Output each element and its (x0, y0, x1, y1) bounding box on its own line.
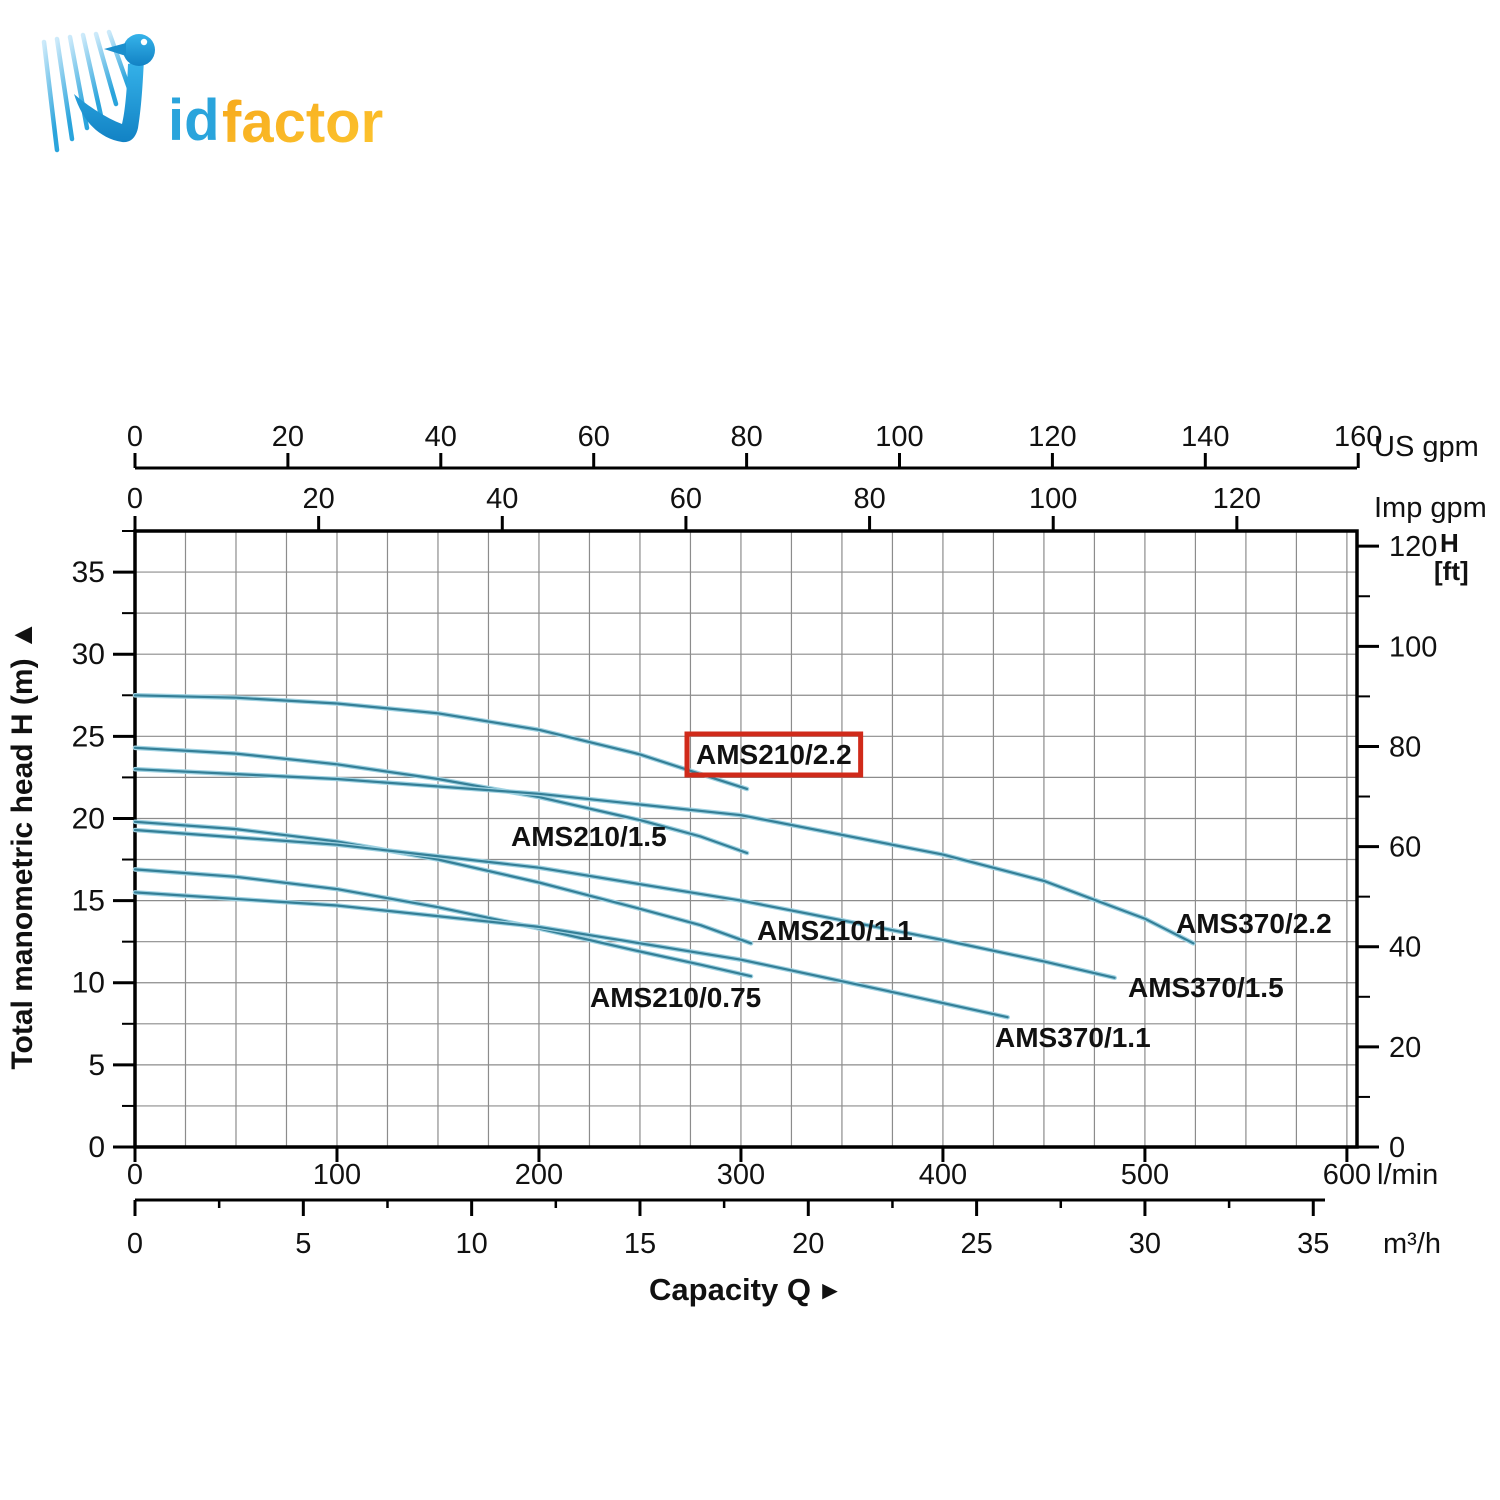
curve-label-group-AMS370/1.5: AMS370/1.5 (1128, 972, 1284, 1003)
head-ft-unit-label: H (1440, 528, 1459, 558)
us-gpm-tick-label: 80 (730, 421, 762, 453)
curve-AMS370/1.1 (133, 891, 1009, 1019)
curve-label-AMS210/1.1: AMS210/1.1 (757, 915, 913, 946)
head-m-tick-label: 30 (72, 638, 105, 671)
curve-label-group-AMS210/2.2: AMS210/2.2 (684, 731, 864, 778)
axis-lpm: 0 100 200 300 400 500 600 l/min (127, 1147, 1438, 1191)
lpm-tick-label: 400 (919, 1159, 967, 1191)
bird-eye (140, 38, 148, 46)
axis-imp-gpm: 0 20 40 60 80 100 120 Imp gpm (127, 483, 1487, 531)
curve-AMS370/2.2 (133, 768, 1195, 945)
head-m-tick-label: 15 (72, 885, 105, 918)
m3h-tick-label: 30 (1129, 1228, 1161, 1260)
us-gpm-tick-label: 160 (1334, 421, 1382, 453)
curve-label-group-AMS210/1.5: AMS210/1.5 (511, 821, 667, 852)
imp-gpm-tick-label: 60 (670, 483, 702, 515)
head-m-tick-label: 25 (72, 720, 105, 753)
curve-AMS210/2.2 (133, 694, 749, 791)
lpm-tick-label: 0 (127, 1159, 143, 1191)
imp-gpm-tick-label: 20 (303, 483, 335, 515)
lpm-unit-label: l/min (1377, 1159, 1438, 1191)
imp-gpm-tick-label: 120 (1213, 483, 1261, 515)
curve-AMS210/0.75 (133, 868, 753, 978)
m3h-tick-label: 15 (624, 1228, 656, 1260)
curve-label-group-AMS370/2.2: AMS370/2.2 (1176, 908, 1332, 939)
us-gpm-tick-label: 20 (272, 421, 304, 453)
m3h-tick-label: 5 (295, 1228, 311, 1260)
m3h-tick-label: 35 (1297, 1228, 1329, 1260)
x-axis-title: Capacity Q (649, 1272, 811, 1307)
head-m-tick-label: 0 (88, 1131, 105, 1164)
curve-label-AMS210/2.2: AMS210/2.2 (696, 739, 852, 770)
us-gpm-unit-label: US gpm (1374, 431, 1479, 463)
us-gpm-tick-label: 0 (127, 421, 143, 453)
lpm-tick-label: 300 (717, 1159, 765, 1191)
axis-head-m: 0 5 10 15 20 25 30 35 (72, 530, 135, 1164)
m3h-tick-label: 25 (960, 1228, 992, 1260)
imp-gpm-unit-label: Imp gpm (1374, 492, 1487, 524)
lpm-tick-label: 100 (313, 1159, 361, 1191)
lpm-tick-label: 500 (1121, 1159, 1169, 1191)
logo-text-id: id (168, 88, 220, 153)
head-ft-tick-label: 20 (1389, 1032, 1421, 1064)
head-m-tick-label: 20 (72, 802, 105, 835)
imp-gpm-tick-label: 80 (853, 483, 885, 515)
us-gpm-tick-label: 40 (425, 421, 457, 453)
m3h-tick-label: 20 (792, 1228, 824, 1260)
vidfactor-logo: id factor (41, 29, 383, 155)
imp-gpm-tick-label: 0 (127, 483, 143, 515)
curve-label-AMS370/1.5: AMS370/1.5 (1128, 972, 1284, 1003)
head-ft-unit-sublabel: [ft] (1434, 556, 1469, 586)
us-gpm-tick-label: 60 (578, 421, 610, 453)
axis-head-ft: 0 20 40 60 80 100 120 H[ft] (1357, 528, 1469, 1164)
head-ft-tick-label: 40 (1389, 932, 1421, 964)
lpm-tick-label: 600 (1323, 1159, 1371, 1191)
us-gpm-tick-label: 120 (1028, 421, 1076, 453)
axis-m3h: 0 5 10 15 20 25 30 35 m³/h (127, 1198, 1441, 1260)
curve-AMS210/1.1 (133, 820, 753, 945)
feather-fan (41, 29, 133, 153)
x-axis-title-arrow: ► (817, 1275, 843, 1305)
head-ft-tick-label: 60 (1389, 832, 1421, 864)
logo-text-factor: factor (222, 90, 383, 155)
curve-label-AMS370/1.1: AMS370/1.1 (995, 1022, 1151, 1053)
curve-halo-AMS370/1.1 (132, 890, 1010, 1020)
m3h-unit-label: m³/h (1383, 1228, 1441, 1260)
curves (132, 692, 1196, 1020)
bird-beak (104, 43, 126, 56)
head-m-tick-label: 35 (72, 556, 105, 589)
y-axis-title: Total manometric head H (m) ▲ (6, 620, 39, 1069)
imp-gpm-tick-label: 100 (1029, 483, 1077, 515)
curve-label-group-AMS210/0.75: AMS210/0.75 (590, 982, 761, 1013)
m3h-tick-label: 10 (456, 1228, 488, 1260)
imp-gpm-tick-label: 40 (486, 483, 518, 515)
curve-label-group-AMS370/1.1: AMS370/1.1 (995, 1022, 1151, 1053)
lpm-tick-label: 200 (515, 1159, 563, 1191)
curve-label-group-AMS210/1.1: AMS210/1.1 (757, 915, 913, 946)
plot-border (133, 529, 1359, 1149)
curve-AMS370/1.5 (133, 828, 1116, 979)
curve-label-AMS210/1.5: AMS210/1.5 (511, 821, 667, 852)
curve-label-AMS370/2.2: AMS370/2.2 (1176, 908, 1332, 939)
head-ft-tick-label: 80 (1389, 731, 1421, 763)
head-ft-tick-label: 100 (1389, 631, 1437, 663)
head-m-tick-label: 5 (88, 1049, 105, 1082)
highlight-box (684, 731, 864, 778)
head-ft-tick-label: 0 (1389, 1132, 1405, 1164)
head-ft-tick-label: 120 (1389, 531, 1437, 563)
us-gpm-tick-label: 140 (1181, 421, 1229, 453)
bird-icon (41, 29, 155, 153)
head-m-tick-label: 10 (72, 967, 105, 1000)
bird-body (74, 60, 144, 143)
curve-label-AMS210/0.75: AMS210/0.75 (590, 982, 761, 1013)
m3h-tick-label: 0 (127, 1228, 143, 1260)
us-gpm-tick-label: 100 (875, 421, 923, 453)
